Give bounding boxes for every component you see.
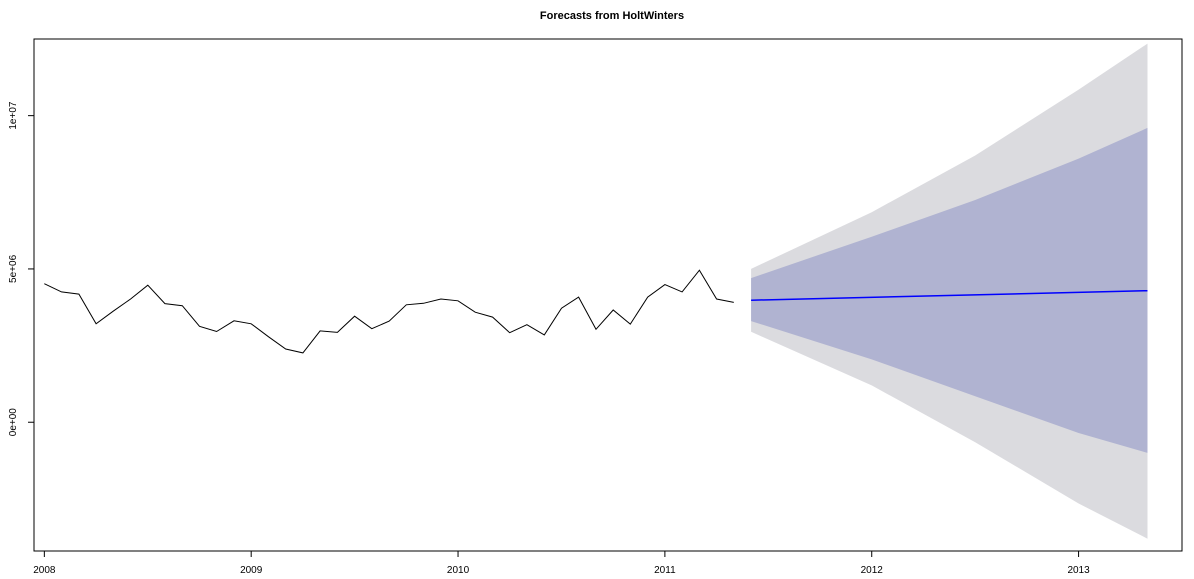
x-tick-label: 2008 [33, 565, 56, 576]
x-tick-label: 2013 [1067, 565, 1090, 576]
x-tick-label: 2012 [861, 565, 884, 576]
x-axis: 2008 2009 2010 2011 2012 2013 [33, 551, 1090, 576]
interval-band-80 [751, 127, 1148, 453]
y-tick-label: 5e+06 [8, 254, 19, 283]
y-tick-label: 1e+07 [8, 101, 19, 130]
forecast-series-line [751, 289, 1148, 301]
x-tick-label: 2010 [447, 565, 470, 576]
y-tick-label: 0e+00 [8, 408, 19, 437]
series-lines [44, 269, 1148, 354]
observed-series-line [44, 269, 734, 354]
plot-frame [33, 38, 1183, 552]
chart-title: Forecasts from HoltWinters [540, 10, 684, 22]
prediction-intervals [751, 43, 1148, 539]
x-tick-label: 2009 [240, 565, 263, 576]
y-axis: 0e+00 5e+06 1e+07 [8, 101, 34, 436]
x-tick-label: 2011 [654, 565, 676, 576]
